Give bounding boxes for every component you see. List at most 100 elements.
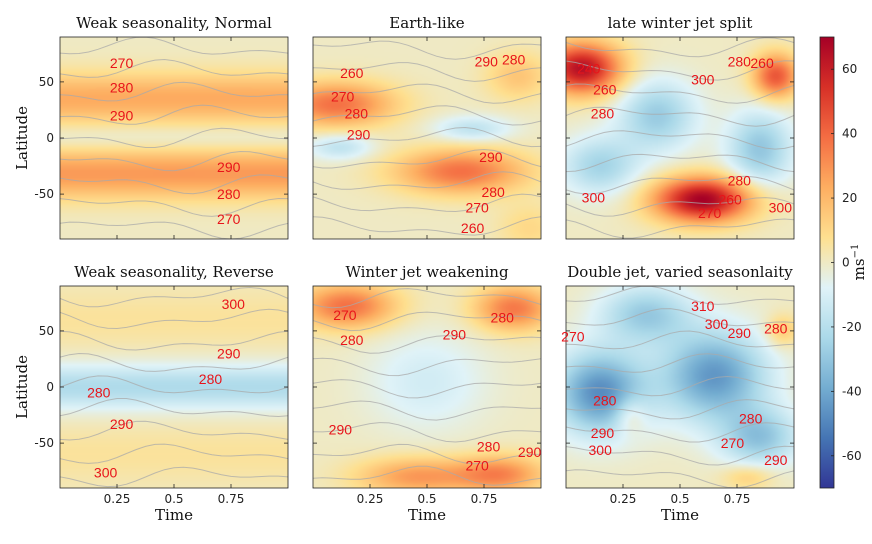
contour-line xyxy=(60,375,288,394)
x-axis-label: Time xyxy=(661,506,699,524)
y-tick-label: -50 xyxy=(34,436,54,450)
panel-5: Winter jet weakening 0.25 0.5 0.75 Time 270 28… xyxy=(312,263,542,524)
x-tick-label: 0.25 xyxy=(357,492,384,506)
contour-line xyxy=(313,62,541,82)
contour-label: 280 xyxy=(728,173,752,189)
contour-label: 260 xyxy=(461,220,485,236)
contour-line xyxy=(313,443,541,465)
contour-label: 260 xyxy=(750,55,774,71)
contour-label: 280 xyxy=(502,51,526,67)
contour-label: 290 xyxy=(110,108,134,124)
contour-line xyxy=(313,288,541,309)
y-tick-label: 0 xyxy=(46,380,54,394)
x-tick-label: 0.75 xyxy=(218,492,245,506)
x-axis-label: Time xyxy=(155,506,193,524)
contour-line xyxy=(313,422,541,443)
contour-line xyxy=(60,174,288,195)
colorbar-tick-label: -40 xyxy=(842,384,862,398)
colorbar-tick-label: -20 xyxy=(842,320,862,334)
contour-label: 270 xyxy=(333,307,357,323)
x-tick-label: 0.5 xyxy=(164,492,183,506)
panel-heatmap xyxy=(313,37,541,239)
contour-label: 270 xyxy=(465,458,489,474)
colorbar-label: ms−1 xyxy=(850,244,868,281)
contour-label: 280 xyxy=(764,321,788,337)
contour-label: 300 xyxy=(705,316,729,332)
contour-line xyxy=(60,127,288,148)
contour-label: 280 xyxy=(739,410,763,426)
contour-label: 240 xyxy=(577,60,601,76)
contour-label: 290 xyxy=(518,444,542,460)
contour-label: 290 xyxy=(110,416,134,432)
panel-contours xyxy=(313,40,541,236)
contour-line xyxy=(313,379,541,399)
colorbar-tick-label: 0 xyxy=(842,256,850,270)
colorbar-tick-label: 20 xyxy=(842,191,857,205)
contour-label: 280 xyxy=(345,105,369,121)
contour-line xyxy=(60,150,288,172)
panel-6: Double jet, varied seasonlaity 0.25 0.5 0.7… xyxy=(561,263,795,524)
contour-label: 280 xyxy=(728,54,752,70)
colorbar-tick-label: -60 xyxy=(842,449,862,463)
contour-line xyxy=(566,130,794,150)
contour-label: 300 xyxy=(769,200,793,216)
contour-line xyxy=(313,193,541,213)
panel-contours xyxy=(566,37,794,239)
contour-label: 280 xyxy=(593,392,617,408)
colorbar-tick-label: 40 xyxy=(842,127,857,141)
contour-line xyxy=(60,286,288,308)
contour-line xyxy=(566,375,794,397)
contour-label: 290 xyxy=(217,345,241,361)
contour-line xyxy=(566,399,794,420)
contour-line xyxy=(566,286,794,305)
contour-line xyxy=(313,105,541,126)
contour-label: 290 xyxy=(329,422,353,438)
contour-line xyxy=(566,308,794,327)
contour-label: 270 xyxy=(561,329,585,345)
contour-label: 300 xyxy=(691,72,715,88)
panel-contours xyxy=(60,37,288,239)
contour-label: 260 xyxy=(340,65,364,81)
contour-label: 280 xyxy=(199,371,223,387)
contour-label: 300 xyxy=(582,189,606,205)
contour-line xyxy=(60,330,288,351)
contour-line xyxy=(566,153,794,173)
x-tick-label: 0.5 xyxy=(670,492,689,506)
contour-label: 280 xyxy=(477,438,501,454)
panel-title: Winter jet weakening xyxy=(345,263,509,281)
contour-label: 290 xyxy=(591,425,615,441)
contour-label: 280 xyxy=(591,105,615,121)
x-tick-label: 0.75 xyxy=(471,492,498,506)
contour-label: 270 xyxy=(465,200,489,216)
colorbar-ticks: 60 40 20 0 -20 -40 -60 xyxy=(831,62,862,463)
contour-line xyxy=(60,197,288,217)
panel-4: Weak seasonality, Reverse 0.25 0.5 0.75 50 0 -… xyxy=(13,263,289,524)
panel-title: Weak seasonality, Reverse xyxy=(74,263,274,281)
contour-line xyxy=(566,60,794,81)
contour-line xyxy=(60,221,288,239)
y-axis-label: Latitude xyxy=(13,355,31,419)
contour-line xyxy=(566,330,794,350)
contour-line xyxy=(60,37,288,55)
contour-label: 300 xyxy=(222,296,246,312)
panel-title: Double jet, varied seasonlaity xyxy=(567,263,793,281)
contour-label: 280 xyxy=(481,184,505,200)
contour-line xyxy=(313,311,541,332)
contour-label: 270 xyxy=(110,55,134,71)
colorbar-tick-label: 60 xyxy=(842,62,857,76)
contour-line xyxy=(313,216,541,236)
contour-line xyxy=(313,400,541,421)
contour-label: 300 xyxy=(589,442,613,458)
contour-line xyxy=(313,148,541,169)
x-tick-label: 0.25 xyxy=(610,492,637,506)
y-tick-label: 50 xyxy=(39,75,54,89)
contour-label: 270 xyxy=(698,205,722,221)
x-tick-label: 0.25 xyxy=(104,492,131,506)
contour-line xyxy=(60,352,288,372)
contour-line xyxy=(566,37,794,58)
contour-label: 290 xyxy=(347,127,371,143)
x-tick-label: 0.5 xyxy=(417,492,436,506)
colorbar: 60 40 20 0 -20 -40 -60 ms−1 xyxy=(819,36,868,489)
